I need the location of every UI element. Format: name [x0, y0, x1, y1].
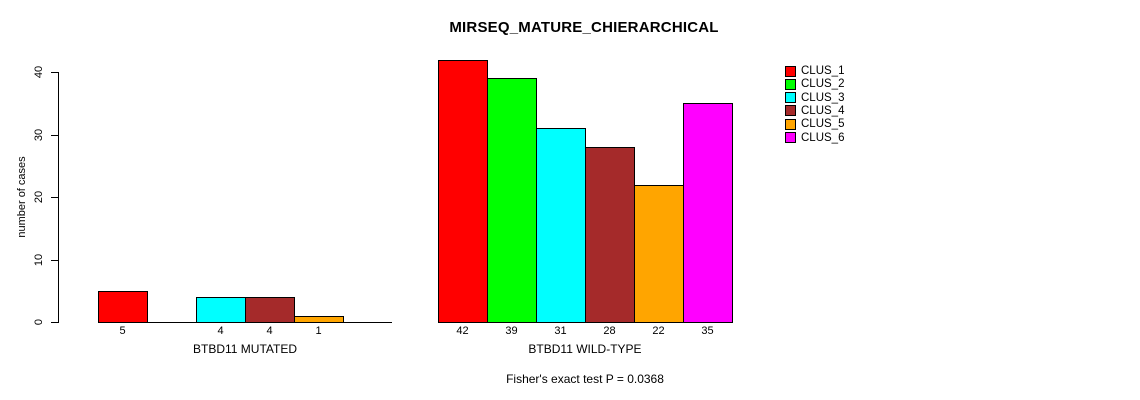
- y-axis-label: number of cases: [16, 156, 28, 238]
- legend-item-label: CLUS_4: [801, 104, 845, 117]
- bar-value-label: 4: [217, 325, 224, 337]
- bar-value-label: 28: [603, 325, 616, 337]
- y-axis-tick: [51, 322, 58, 323]
- bar-clus_2-wildtype: [487, 78, 537, 323]
- legend-swatch-icon: [785, 118, 796, 130]
- legend-item-clus_2: CLUS_2: [785, 78, 844, 90]
- bar-clus_5-wildtype: [634, 184, 684, 323]
- y-axis-tick: [51, 197, 58, 198]
- legend-item-clus_6: CLUS_6: [785, 132, 844, 144]
- legend-item-label: CLUS_6: [801, 131, 845, 144]
- y-tick-label: 40: [33, 65, 45, 79]
- bar-value-label: 1: [315, 325, 322, 337]
- bar-value-label: 39: [505, 325, 518, 337]
- bar-value-label: 4: [266, 325, 273, 337]
- bar-clus_3-mutated: [196, 297, 246, 323]
- bar-clus_3-wildtype: [536, 128, 586, 323]
- bar-value-label: 31: [554, 325, 567, 337]
- legend-swatch-icon: [785, 105, 796, 117]
- chart-title: MIRSEQ_MATURE_CHIERARCHICAL: [449, 19, 719, 36]
- y-axis-tick: [51, 72, 58, 73]
- bar-value-label: 42: [456, 325, 469, 337]
- bar-clus_6-wildtype: [683, 103, 733, 323]
- y-tick-label: 0: [33, 318, 45, 326]
- legend-swatch-icon: [785, 132, 796, 143]
- bar-clus_1-mutated: [98, 290, 148, 323]
- legend-item-clus_1: CLUS_1: [785, 65, 844, 77]
- bar-clus_4-mutated: [245, 297, 295, 323]
- bar-clus_5-mutated: [294, 315, 344, 323]
- y-tick-label: 10: [33, 253, 45, 266]
- legend-swatch-icon: [785, 78, 796, 90]
- legend-item-clus_5: CLUS_5: [785, 118, 844, 130]
- legend-item-clus_3: CLUS_3: [785, 92, 844, 104]
- y-tick-label: 30: [33, 128, 45, 141]
- y-axis-line: [58, 72, 59, 323]
- legend-swatch-icon: [785, 92, 796, 104]
- legend-swatch-icon: [785, 65, 796, 77]
- bar-clus_1-wildtype: [438, 59, 488, 323]
- legend-item-label: CLUS_2: [801, 78, 845, 91]
- bar-value-label: 35: [701, 325, 714, 337]
- x-group-label-wildtype: BTBD11 WILD-TYPE: [528, 342, 642, 356]
- legend-item-label: CLUS_5: [801, 118, 845, 131]
- annotation-text: Fisher's exact test P = 0.0368: [506, 372, 664, 386]
- bar-value-label: 5: [119, 325, 126, 337]
- legend-item-clus_4: CLUS_4: [785, 105, 844, 117]
- y-axis-tick: [51, 134, 58, 136]
- x-group-label-mutated: BTBD11 MUTATED: [192, 342, 298, 356]
- legend-item-label: CLUS_1: [801, 65, 845, 77]
- legend-item-label: CLUS_3: [801, 91, 845, 104]
- bar-clus_4-wildtype: [585, 147, 635, 323]
- y-axis-tick: [51, 259, 58, 261]
- bar-value-label: 22: [652, 325, 665, 337]
- y-tick-label: 20: [33, 190, 45, 204]
